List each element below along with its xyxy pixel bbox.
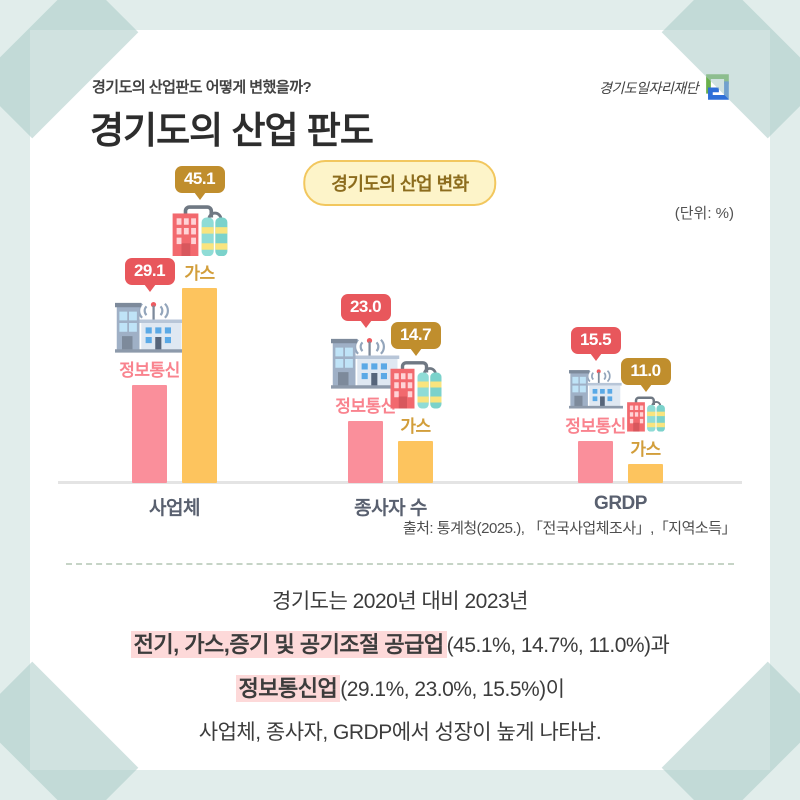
chart-column-telecom: 29.1 정보통신 — [105, 258, 195, 483]
summary-line-2: 전기, 가스,증기 및 공기조절 공급업 (45.1%, 14.7%, 11.0%… — [30, 623, 770, 667]
series-label: 정보통신 — [565, 417, 626, 436]
source-note: 출처: 통계청(2025.), 「전국사업체조사」,「지역소득」 — [402, 520, 737, 537]
bar-telecom — [578, 441, 613, 483]
summary-text: 경기도는 2020년 대비 2023년 전기, 가스,증기 및 공기조절 공급업… — [30, 580, 770, 754]
series-label: 정보통신 — [335, 397, 396, 416]
value-callout: 29.1 — [124, 258, 175, 286]
page-subtitle: 경기도의 산업판도 어떻게 변했을까? — [92, 79, 312, 96]
bar-telecom — [348, 421, 383, 483]
value-callout: 15.5 — [570, 327, 621, 355]
bar-gas — [398, 441, 433, 483]
bar-telecom — [132, 385, 167, 483]
highlight-ict-industry: 정보통신업 — [235, 675, 341, 702]
page-title: 경기도의 산업 판도 — [90, 110, 374, 151]
value-callout: 14.7 — [390, 322, 441, 350]
chart-column-gas: 14.7 가스 — [371, 322, 461, 483]
org-logo-text: 경기도일자리재단 — [598, 80, 699, 96]
category-label: 사업체 — [149, 498, 200, 519]
unit-label: (단위: %) — [674, 205, 734, 222]
chart-column-gas: 11.0 가스 — [601, 358, 691, 483]
content-card: 경기도의 산업판도 어떻게 변했을까? 경기도의 산업 판도 경기도일자리재단 … — [30, 30, 770, 770]
series-label: 가스 — [400, 417, 431, 436]
summary-line-4: 사업체, 종사자, GRDP에서 성장이 높게 나타남. — [198, 721, 602, 744]
summary-line-3: 정보통신업 (29.1%, 23.0%, 15.5%)이 — [30, 667, 770, 711]
chart-column-telecom: 23.0 정보통신 — [321, 294, 411, 483]
dashed-divider — [66, 563, 734, 565]
bar-gas — [628, 464, 663, 483]
gas-tank-building-icon — [389, 359, 443, 409]
value-callout: 23.0 — [340, 294, 391, 322]
gas-tank-building-icon — [626, 395, 666, 432]
category-label: GRDP — [594, 493, 647, 514]
series-label: 가스 — [184, 264, 215, 283]
gas-tank-building-icon — [171, 203, 229, 256]
chart-title-badge: 경기도의 산업 변화 — [303, 160, 497, 206]
bar-gas — [182, 288, 217, 483]
summary-line-1: 경기도는 2020년 대비 2023년 — [272, 590, 529, 613]
chart-column-telecom: 15.5 정보통신 — [551, 327, 641, 483]
value-callout: 45.1 — [174, 165, 225, 193]
chart-column-gas: 45.1 가스 — [155, 165, 245, 483]
series-label: 가스 — [630, 440, 661, 459]
series-label: 정보통신 — [119, 361, 180, 380]
category-label: 종사자 수 — [354, 498, 427, 519]
value-callout: 11.0 — [620, 358, 671, 386]
highlight-gas-industry: 전기, 가스,증기 및 공기조절 공급업 — [130, 631, 447, 658]
org-logo: 경기도일자리재단 — [599, 70, 734, 104]
